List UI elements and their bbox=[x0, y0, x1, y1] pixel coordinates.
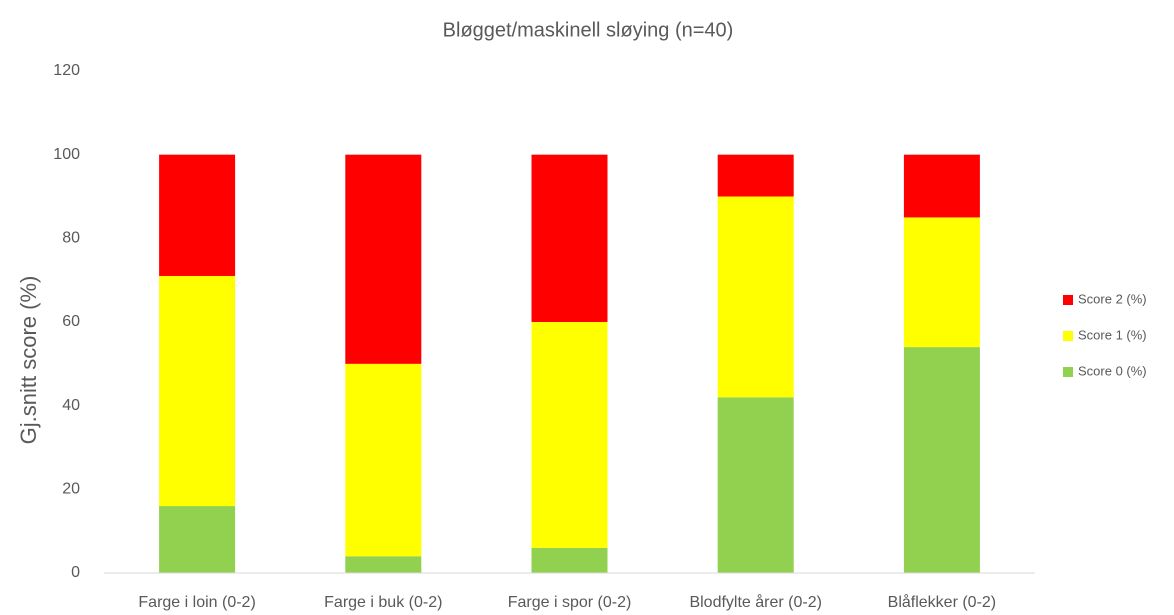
bar-segment bbox=[717, 154, 794, 197]
x-tick-label: Farge i spor (0-2) bbox=[508, 594, 632, 611]
bar-segment bbox=[531, 547, 608, 573]
bar-segment bbox=[717, 397, 794, 573]
bar-segment bbox=[159, 506, 236, 573]
bar-segment bbox=[345, 556, 422, 573]
x-tick-label: Blodfylte årer (0-2) bbox=[689, 593, 822, 611]
bar-segment bbox=[531, 154, 608, 322]
legend-swatch bbox=[1063, 367, 1073, 377]
x-tick-label: Farge i loin (0-2) bbox=[138, 594, 255, 611]
bar-segment bbox=[903, 217, 980, 348]
y-tick-label: 80 bbox=[62, 230, 80, 247]
bar-segment bbox=[717, 196, 794, 398]
x-tick-label: Farge i buk (0-2) bbox=[324, 594, 442, 611]
bar-segment bbox=[531, 322, 608, 548]
bar-segment bbox=[903, 347, 980, 573]
bar-segment bbox=[345, 363, 422, 557]
y-tick-label: 0 bbox=[71, 564, 80, 581]
y-axis-label: Gj.snitt score (%) bbox=[16, 276, 41, 445]
chart-title: Bløgget/maskinell sløying (n=40) bbox=[443, 19, 734, 41]
x-tick-label: Blåflekker (0-2) bbox=[888, 593, 996, 611]
legend-label: Score 2 (%) bbox=[1078, 291, 1147, 306]
y-tick-label: 60 bbox=[62, 313, 80, 330]
legend-swatch bbox=[1063, 331, 1073, 341]
bar-segment bbox=[903, 154, 980, 218]
y-tick-label: 20 bbox=[62, 481, 80, 498]
legend-label: Score 1 (%) bbox=[1078, 327, 1147, 342]
bar-segment bbox=[159, 154, 236, 276]
y-tick-label: 40 bbox=[62, 397, 80, 414]
legend-swatch bbox=[1063, 295, 1073, 305]
bar-segment bbox=[345, 154, 422, 364]
legend-label: Score 0 (%) bbox=[1078, 363, 1147, 378]
bar-segment bbox=[159, 275, 236, 507]
y-tick-label: 120 bbox=[53, 62, 80, 79]
y-tick-label: 100 bbox=[53, 146, 80, 163]
